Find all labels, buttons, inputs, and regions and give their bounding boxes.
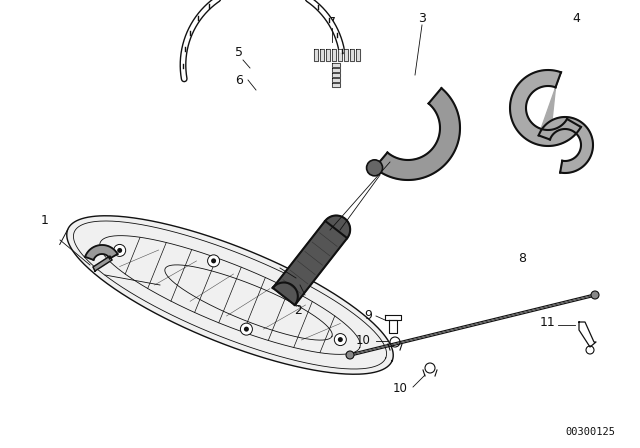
Circle shape <box>241 323 252 335</box>
Polygon shape <box>326 49 330 61</box>
Polygon shape <box>332 78 340 82</box>
Polygon shape <box>332 49 336 61</box>
Text: 10: 10 <box>392 382 408 395</box>
Polygon shape <box>356 49 360 61</box>
Circle shape <box>591 291 599 299</box>
Polygon shape <box>273 221 347 305</box>
Text: 2: 2 <box>294 303 302 316</box>
Text: 3: 3 <box>418 12 426 25</box>
Polygon shape <box>539 117 593 173</box>
Circle shape <box>334 334 346 345</box>
Polygon shape <box>314 49 318 61</box>
Circle shape <box>114 245 125 256</box>
Circle shape <box>117 248 122 253</box>
Circle shape <box>346 351 354 359</box>
Text: 1: 1 <box>41 214 49 227</box>
Circle shape <box>211 258 216 263</box>
Polygon shape <box>332 73 340 77</box>
Polygon shape <box>332 83 340 87</box>
Polygon shape <box>374 88 460 180</box>
Polygon shape <box>332 63 340 67</box>
Text: 5: 5 <box>235 46 243 59</box>
Text: 6: 6 <box>235 73 243 86</box>
Text: 10: 10 <box>356 333 371 346</box>
Text: 9: 9 <box>364 309 372 322</box>
Polygon shape <box>85 245 118 260</box>
Circle shape <box>244 327 249 332</box>
Text: 11: 11 <box>540 315 556 328</box>
Text: 00300125: 00300125 <box>565 427 615 437</box>
Polygon shape <box>385 315 401 320</box>
Polygon shape <box>344 49 348 61</box>
Text: 7: 7 <box>328 16 336 29</box>
Polygon shape <box>389 320 397 333</box>
Circle shape <box>207 255 220 267</box>
Polygon shape <box>350 49 354 61</box>
Polygon shape <box>273 283 298 305</box>
Polygon shape <box>579 322 596 347</box>
Polygon shape <box>338 49 342 61</box>
Polygon shape <box>67 216 393 374</box>
Polygon shape <box>332 68 340 72</box>
Polygon shape <box>93 256 112 271</box>
Polygon shape <box>510 70 581 146</box>
Polygon shape <box>325 215 350 238</box>
Text: 8: 8 <box>518 251 526 264</box>
Polygon shape <box>320 49 324 61</box>
Circle shape <box>367 160 383 176</box>
Text: 4: 4 <box>572 12 580 25</box>
Polygon shape <box>539 72 561 139</box>
Circle shape <box>338 337 343 342</box>
